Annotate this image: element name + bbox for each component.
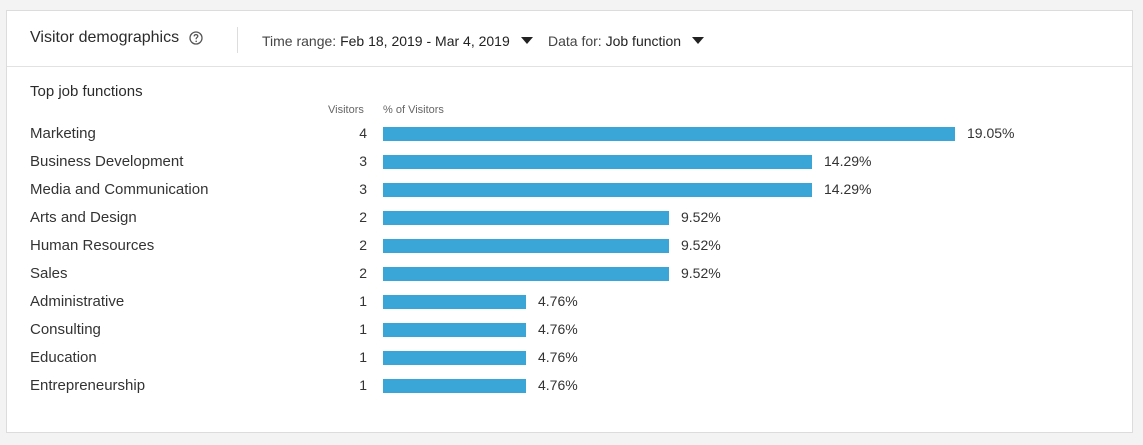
visitor-count: 1 xyxy=(359,293,367,309)
table-row: Consulting 1 4.76% xyxy=(7,321,1132,341)
percent-bar xyxy=(383,239,669,253)
percent-bar xyxy=(383,295,526,309)
percent-bar xyxy=(383,183,812,197)
percent-label: 9.52% xyxy=(681,237,721,253)
job-function-label: Media and Communication xyxy=(30,181,209,198)
percent-label: 14.29% xyxy=(824,181,872,197)
visitor-count: 2 xyxy=(359,265,367,281)
visitor-count: 2 xyxy=(359,237,367,253)
job-function-label: Marketing xyxy=(30,125,96,142)
visitor-count: 1 xyxy=(359,321,367,337)
data-for-dropdown[interactable]: Data for: Job function xyxy=(548,33,704,49)
table-row: Human Resources 2 9.52% xyxy=(7,237,1132,257)
visitor-count: 3 xyxy=(359,181,367,197)
chevron-down-icon xyxy=(691,37,704,44)
percent-label: 19.05% xyxy=(967,125,1015,141)
job-function-label: Education xyxy=(30,349,97,366)
table-row: Arts and Design 2 9.52% xyxy=(7,209,1132,229)
percent-label: 4.76% xyxy=(538,321,578,337)
header-divider xyxy=(237,27,238,53)
data-for-label: Data for: xyxy=(548,33,602,49)
percent-bar xyxy=(383,127,955,141)
percent-bar xyxy=(383,351,526,365)
help-icon[interactable] xyxy=(189,31,203,45)
visitor-count: 3 xyxy=(359,153,367,169)
card-title: Visitor demographics xyxy=(30,29,180,46)
job-function-label: Arts and Design xyxy=(30,209,137,226)
visitor-count: 1 xyxy=(359,377,367,393)
job-function-label: Human Resources xyxy=(30,237,155,254)
table-row: Entrepreneurship 1 4.76% xyxy=(7,377,1132,397)
percent-label: 4.76% xyxy=(538,377,578,393)
percent-bar xyxy=(383,379,526,393)
job-function-label: Administrative xyxy=(30,293,125,310)
time-range-label: Time range: xyxy=(262,33,337,49)
percent-label: 4.76% xyxy=(538,293,578,309)
table-row: Media and Communication 3 14.29% xyxy=(7,181,1132,201)
data-for-value: Job function xyxy=(605,33,682,49)
percent-label: 9.52% xyxy=(681,209,721,225)
visitor-count: 1 xyxy=(359,349,367,365)
job-function-label: Sales xyxy=(30,265,68,282)
table-row: Business Development 3 14.29% xyxy=(7,153,1132,173)
percent-bar xyxy=(383,323,526,337)
percent-bar xyxy=(383,267,669,281)
table-row: Administrative 1 4.76% xyxy=(7,293,1132,313)
percent-label: 9.52% xyxy=(681,265,721,281)
visitor-count: 4 xyxy=(359,125,367,141)
percent-label: 14.29% xyxy=(824,153,872,169)
job-function-label: Business Development xyxy=(30,153,184,170)
percent-bar xyxy=(383,211,669,225)
time-range-dropdown[interactable]: Time range: Feb 18, 2019 - Mar 4, 2019 xyxy=(262,33,533,49)
percent-column-header: % of Visitors xyxy=(383,104,444,116)
table-row: Sales 2 9.52% xyxy=(7,265,1132,285)
visitor-demographics-card: Visitor demographics Time range: Feb 18,… xyxy=(6,10,1133,433)
table-row: Marketing 4 19.05% xyxy=(7,125,1132,145)
time-range-value: Feb 18, 2019 - Mar 4, 2019 xyxy=(340,33,510,49)
percent-label: 4.76% xyxy=(538,349,578,365)
job-function-label: Consulting xyxy=(30,321,101,338)
card-header: Visitor demographics Time range: Feb 18,… xyxy=(7,11,1132,67)
visitor-count: 2 xyxy=(359,209,367,225)
job-function-label: Entrepreneurship xyxy=(30,377,146,394)
chevron-down-icon xyxy=(520,37,533,44)
section-title: Top job functions xyxy=(30,83,143,100)
percent-bar xyxy=(383,155,812,169)
visitors-column-header: Visitors xyxy=(328,104,364,116)
table-row: Education 1 4.76% xyxy=(7,349,1132,369)
